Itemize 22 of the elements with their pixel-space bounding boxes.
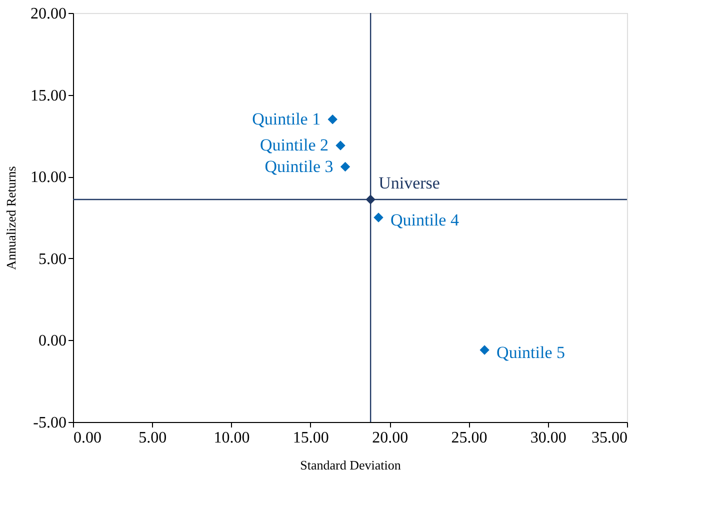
x-tick-label: 0.00 (74, 430, 102, 446)
y-tick-label: 15.00 (30, 87, 66, 104)
x-tick-label: 5.00 (138, 430, 167, 446)
x-tick-label: 15.00 (292, 430, 329, 446)
x-tick-label: 20.00 (372, 430, 408, 446)
x-axis-title: Standard Deviation (300, 458, 402, 472)
series-label: Quintile 3 (264, 156, 334, 176)
series-label: Universe (378, 174, 440, 193)
x-tick-label: 10.00 (214, 430, 250, 446)
series-label: Quintile 1 (252, 109, 321, 128)
y-tick-label: 5.00 (38, 250, 66, 268)
y-tick-label: 20.00 (30, 6, 66, 22)
y-tick-label: 10.00 (30, 169, 66, 186)
series-label: Quintile 5 (496, 343, 566, 362)
x-tick-label: 30.00 (530, 430, 566, 446)
y-tick-label: -5.00 (33, 414, 66, 432)
series-label: Quintile 4 (390, 210, 460, 230)
y-tick-label: 0.00 (38, 332, 66, 350)
x-tick-label: 25.00 (451, 430, 488, 446)
y-axis-title: Annualized Returns (4, 166, 18, 270)
series-label: Quintile 2 (260, 136, 329, 155)
x-tick-label: 35.00 (592, 430, 628, 446)
